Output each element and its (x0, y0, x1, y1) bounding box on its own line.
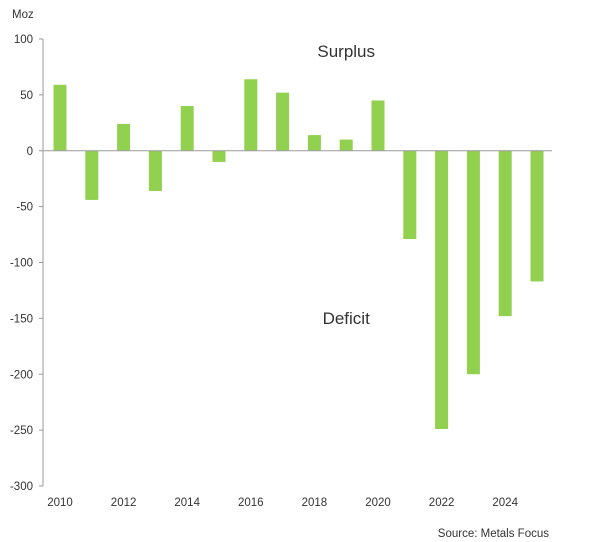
x-tick-label: 2010 (47, 497, 73, 509)
x-tick-label: 2022 (429, 497, 455, 509)
bar-2011 (85, 150, 99, 200)
bar-2017 (276, 92, 290, 151)
bar-2022 (435, 150, 449, 430)
x-tick-label: 2014 (174, 497, 200, 509)
y-tick-label: -50 (16, 202, 33, 214)
y-tick-label: -150 (10, 313, 33, 325)
bar-2014 (180, 106, 194, 151)
y-tick-label: -100 (10, 258, 33, 270)
bars (53, 79, 544, 430)
y-tick-label: 0 (27, 146, 33, 158)
source-note: Source: Metals Focus (438, 528, 549, 540)
bar-2013 (148, 150, 162, 191)
bar-2025 (530, 150, 544, 282)
x-tick-label: 2020 (365, 497, 391, 509)
x-tick-label: 2016 (238, 497, 264, 509)
y-tick-label: -300 (10, 481, 33, 493)
bar-2020 (371, 100, 385, 151)
y-tick-label: -250 (10, 425, 33, 437)
x-tick-label: 2012 (111, 497, 137, 509)
y-tick-label: -200 (10, 369, 33, 381)
bar-2016 (244, 79, 258, 151)
y-tick-label: 50 (20, 90, 33, 102)
annotations: Surplus Deficit (317, 42, 375, 328)
y-unit-label: Moz (12, 9, 34, 21)
bar-2024 (498, 150, 512, 317)
y-axis: -300 -250 -200 -150 -100 -50 0 50 100 (10, 34, 43, 493)
y-tick-label: 100 (14, 34, 33, 46)
annotation-surplus: Surplus (317, 42, 375, 61)
x-tick-label: 2024 (492, 497, 518, 509)
bar-2021 (403, 150, 417, 240)
bar-2010 (53, 84, 67, 151)
bar-2018 (307, 135, 321, 151)
bar-2019 (339, 139, 353, 151)
annotation-deficit: Deficit (323, 309, 371, 328)
bar-2023 (466, 150, 480, 375)
x-tick-label: 2018 (302, 497, 328, 509)
bar-2015 (212, 150, 226, 162)
x-axis: 2010 2012 2014 2016 2018 2020 2022 2024 (47, 497, 518, 509)
bar-2012 (117, 123, 131, 151)
